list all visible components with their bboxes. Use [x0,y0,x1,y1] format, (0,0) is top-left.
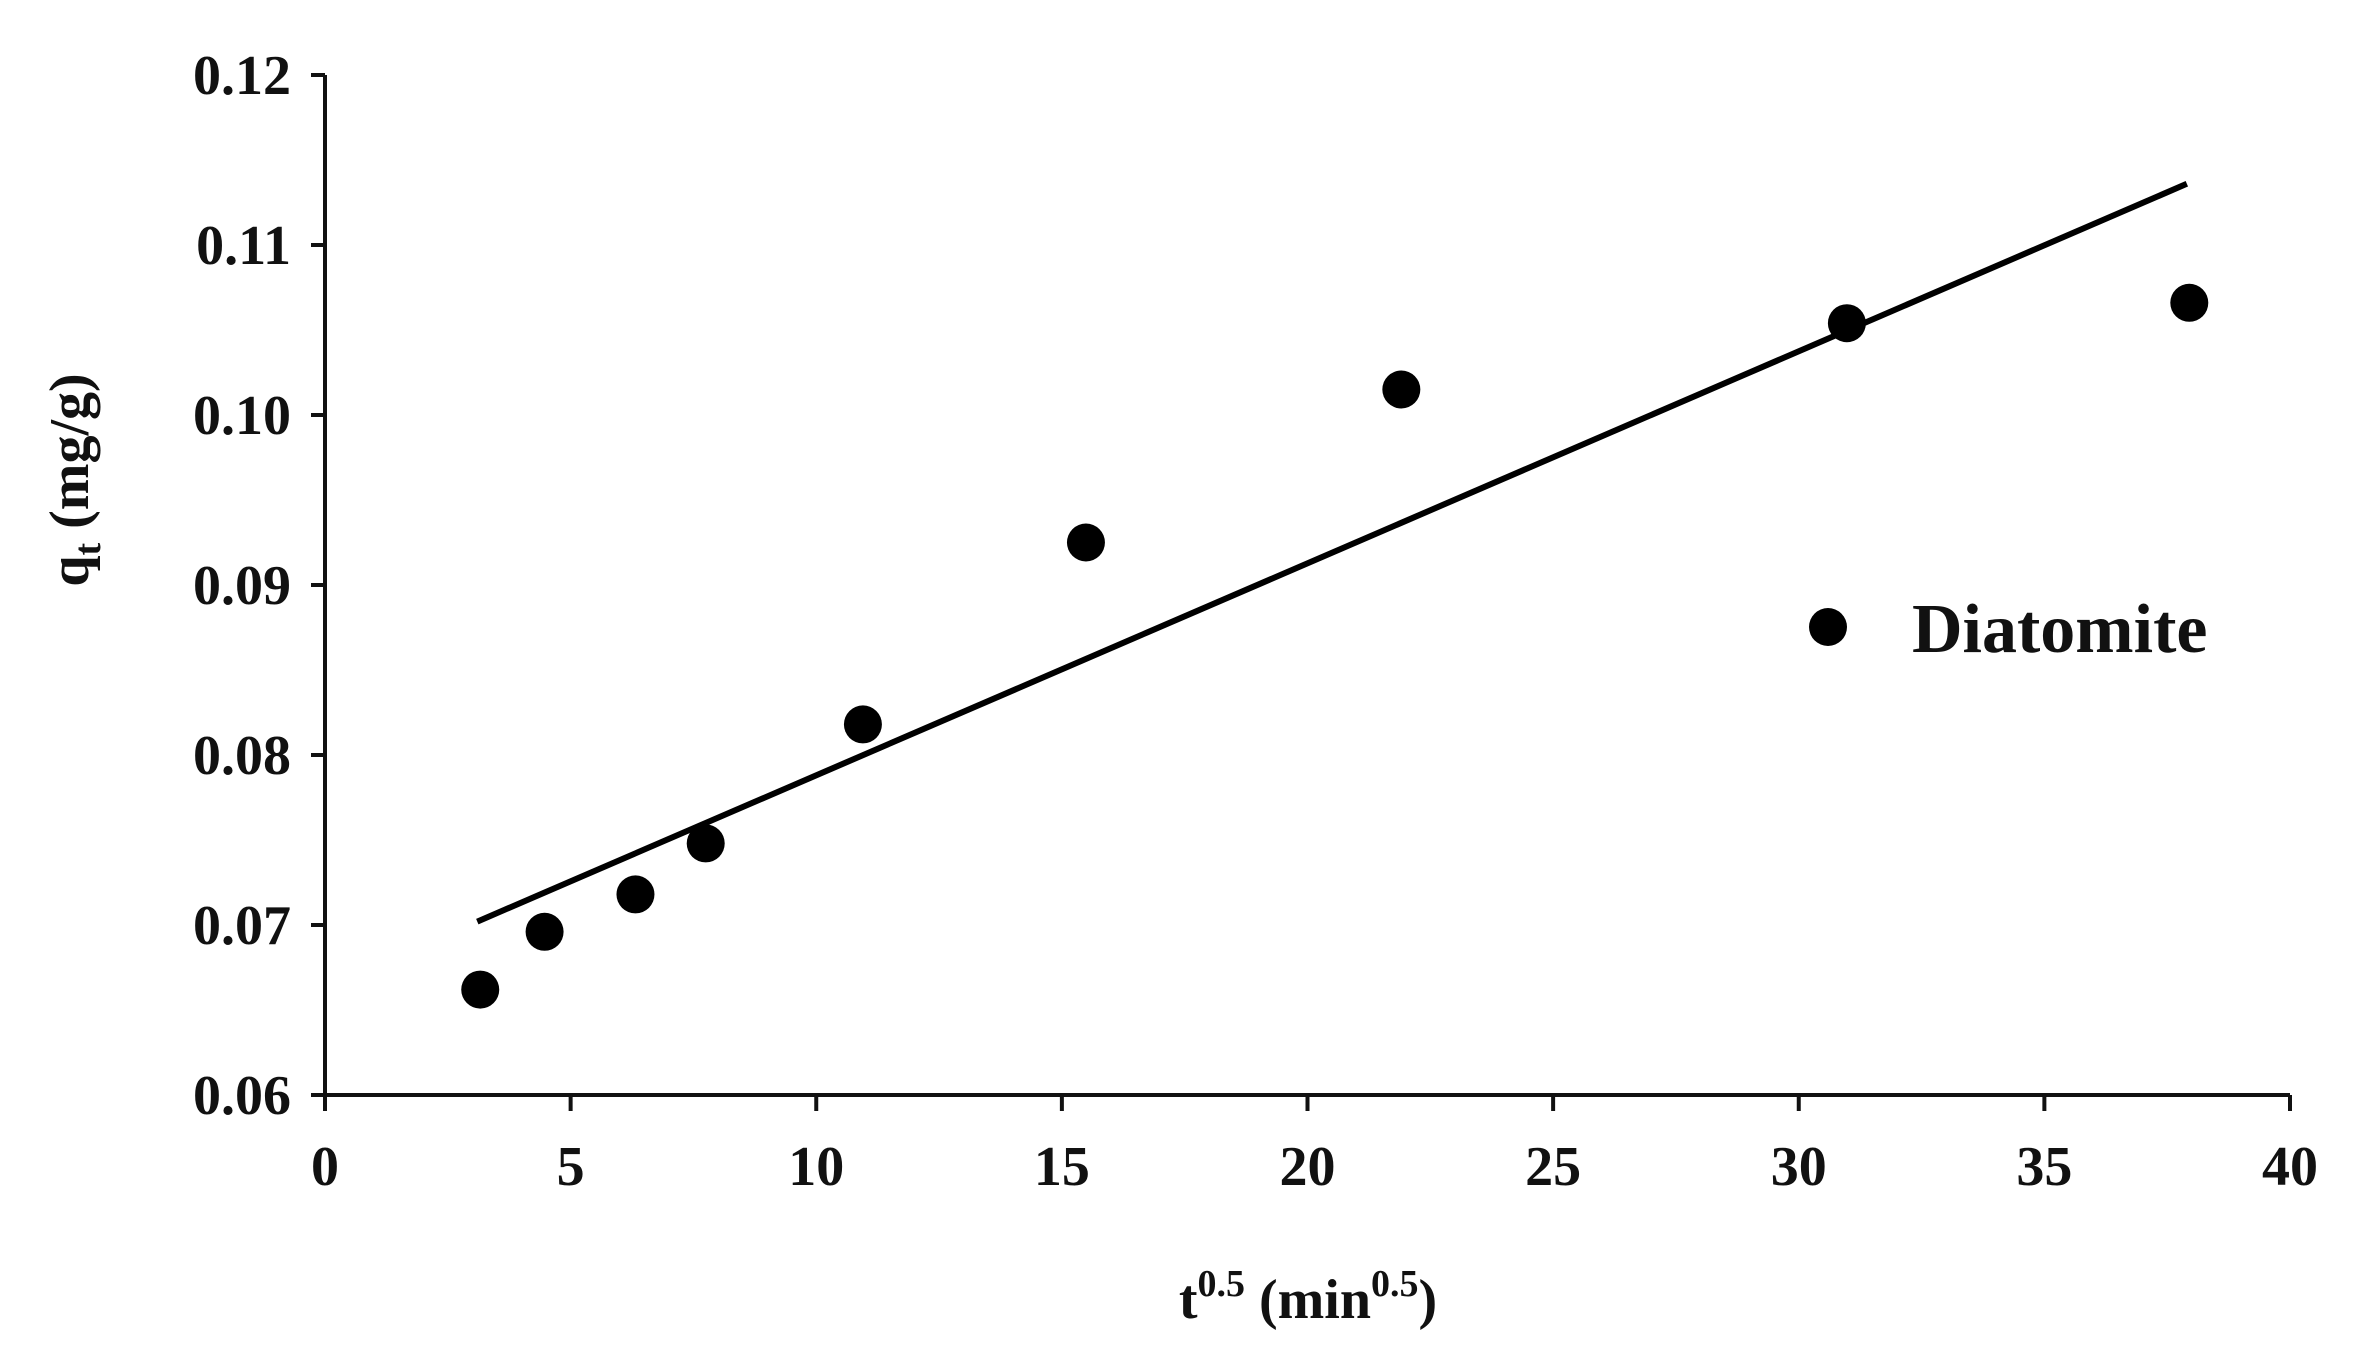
data-point-0-1 [525,912,564,951]
y-tick-label-0: 0.06 [193,1065,291,1127]
y-axis-title: qt (mg/g) [39,373,109,586]
y-tick-label-5: 0.11 [196,215,291,277]
x-ticks: 0 5 10 15 20 25 30 35 40 [311,1095,2318,1198]
data-point-0-4 [843,705,882,744]
y-tick-label-6: 0.12 [193,45,291,107]
legend: Diatomite [1809,591,2207,668]
y-ticks: 0.06 0.07 0.08 0.09 0.10 0.11 0.12 [193,45,325,1127]
legend-label: Diatomite [1912,591,2207,668]
x-tick-label-1: 5 [557,1136,585,1198]
x-tick-label-5: 25 [1525,1136,1581,1198]
data-point-0-8 [2170,283,2209,322]
data-point-0-5 [1066,523,1105,562]
data-point-0-2 [616,875,655,914]
data-point-0-6 [1382,370,1421,409]
x-axis-title-unit-close: ) [1419,1269,1438,1331]
x-tick-label-2: 10 [788,1136,844,1198]
y-tick-label-1: 0.07 [193,895,291,957]
y-axis-title-sub: t [67,543,109,556]
x-axis-title: t0.5 (min0.5) [1179,1263,1437,1331]
data-points [461,283,2209,1009]
fit-line [476,181,2189,925]
x-tick-label-3: 15 [1034,1136,1090,1198]
fit-line-group [476,181,2189,925]
y-axis-title-unit: (mg/g) [39,373,101,543]
x-tick-label-7: 35 [2016,1136,2072,1198]
x-tick-label-4: 20 [1280,1136,1336,1198]
data-point-0-3 [686,824,725,863]
y-tick-label-2: 0.08 [193,725,291,787]
y-tick-label-4: 0.10 [193,385,291,447]
data-point-0-0 [461,970,500,1009]
x-axis-title-sup: 0.5 [1198,1263,1246,1305]
y-tick-label-3: 0.09 [193,555,291,617]
x-axis-title-unit-open: (min [1245,1269,1371,1331]
legend-marker [1809,608,1847,646]
x-tick-label-6: 30 [1771,1136,1827,1198]
data-point-0-7 [1827,304,1866,343]
y-axis-title-base: q [39,556,101,587]
x-axis-title-unit-sup: 0.5 [1371,1263,1419,1305]
x-tick-label-0: 0 [311,1136,339,1198]
x-axis-title-base: t [1179,1269,1198,1331]
x-tick-label-8: 40 [2262,1136,2318,1198]
axes [323,75,2290,1097]
